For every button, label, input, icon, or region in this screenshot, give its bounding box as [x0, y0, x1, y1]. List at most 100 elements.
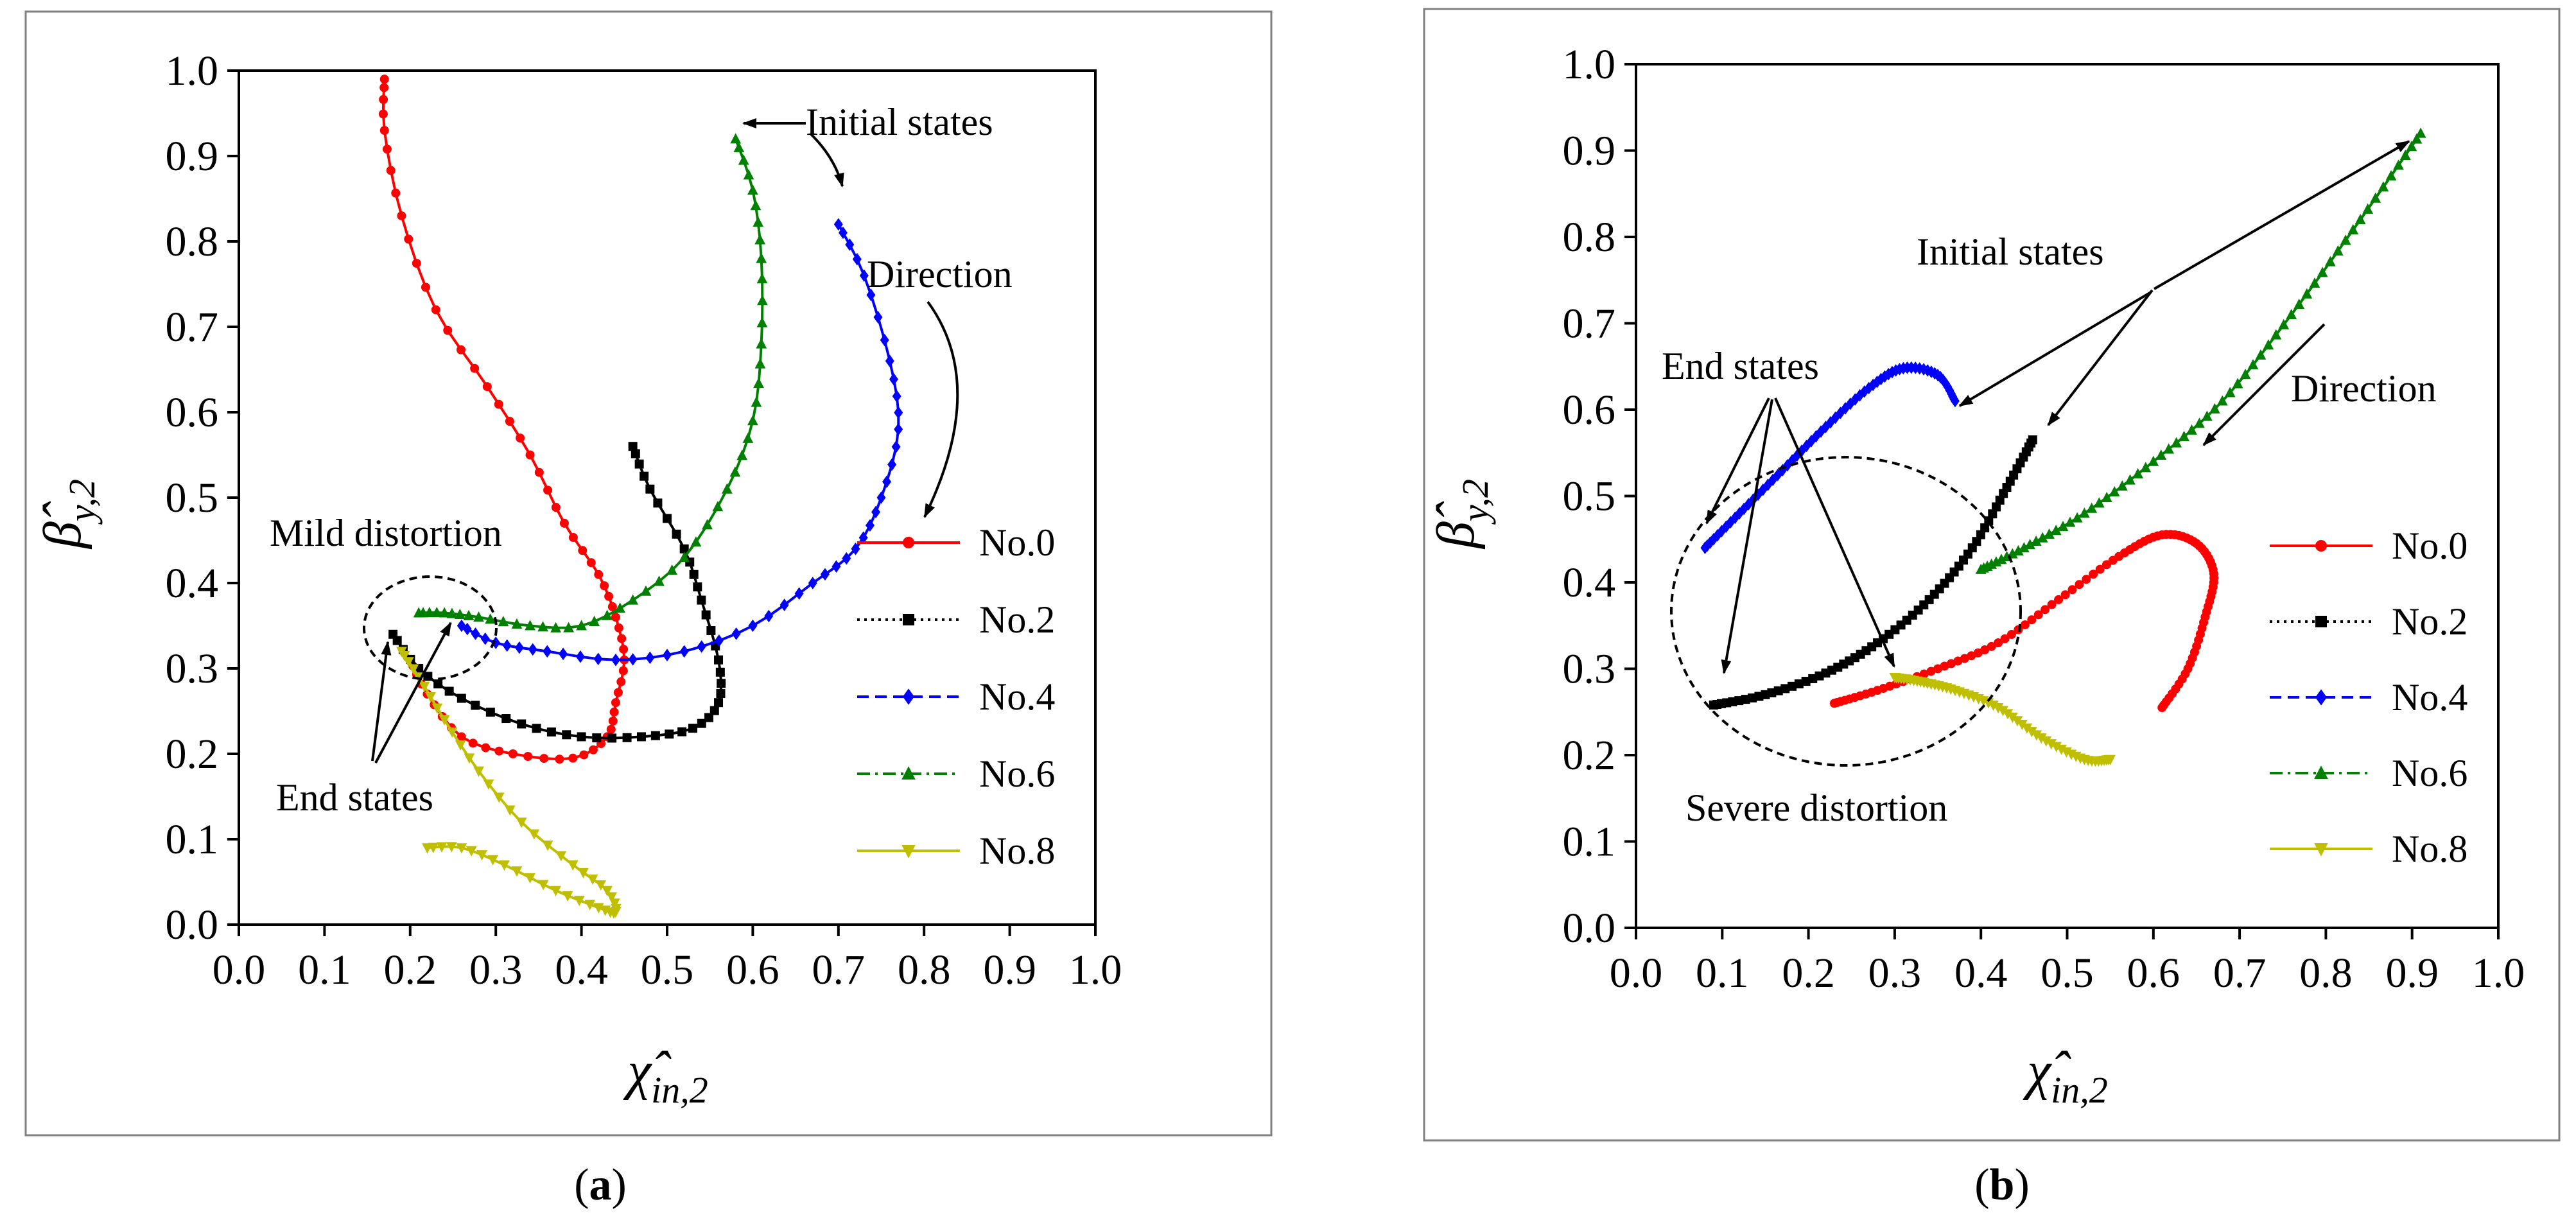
- panel-b-y-tick-label: 0.0: [1563, 905, 1616, 952]
- panel-a-data-point: [627, 594, 639, 605]
- panel-a-data-point: [455, 740, 466, 751]
- panel-b-data-point: [2132, 467, 2144, 479]
- panel-b-legend-item: No.0: [2270, 525, 2467, 567]
- panel-a-data-point: [589, 615, 600, 626]
- panel-b-legend-label: No.6: [2392, 752, 2467, 794]
- panel-b-y-tick-label: 0.2: [1563, 732, 1616, 779]
- panel-b-y-tick-label: 0.9: [1563, 128, 1616, 175]
- panel-b-series-no2: [1709, 435, 2037, 710]
- panel-a-data-point: [610, 903, 622, 914]
- panel-b-x-tick-label: 0.8: [2299, 950, 2353, 997]
- panel-b-data-point: [2324, 256, 2336, 266]
- panel-b-data-point: [1788, 681, 1797, 691]
- panel-b-x-tick-label: 0.3: [1868, 950, 1922, 997]
- panel-a-data-point: [592, 733, 602, 743]
- panel-b-data-point: [1792, 449, 1802, 462]
- panel-a-data-point: [714, 655, 724, 665]
- panel-b-data-point: [2140, 462, 2152, 473]
- panel-b-data-point: [1992, 502, 2001, 512]
- panel-a-data-point: [666, 564, 678, 575]
- panel-a-data-point: [573, 896, 585, 907]
- panel-a-data-point: [845, 238, 855, 251]
- panel-b-y-tick-label: 0.3: [1563, 646, 1616, 693]
- panel-a-data-point: [498, 616, 509, 627]
- panel-a-data-point: [379, 83, 389, 92]
- panel-a-data-point: [717, 679, 726, 688]
- panel-b-data-point: [2362, 203, 2374, 214]
- panel-b-y-ticks: 0.0 0.1 0.2 0.3 0.4 0.5 0.6 0.7 0.8 0.9 1.0: [1563, 41, 1636, 952]
- panel-b-data-point: [2240, 369, 2251, 379]
- panel-b-data-point: [2171, 437, 2182, 448]
- panel-b-series-no0: [1829, 530, 2219, 713]
- panel-a-data-point: [880, 333, 889, 347]
- panel-b-data-point: [2095, 564, 2105, 574]
- panel-a-y-tick-label: 0.6: [166, 389, 219, 436]
- panel-a-data-point: [575, 650, 585, 663]
- panel-b-legend-marker: [2315, 689, 2327, 706]
- panel-a-legend-label: No.4: [979, 676, 1055, 718]
- panel-a-series-no8: [396, 647, 622, 919]
- panel-a-data-point: [852, 252, 862, 266]
- panel-a-y-axis-label: β̂y,2: [33, 479, 103, 550]
- panel-b-data-point: [2108, 555, 2118, 565]
- panel-b-end-arrow-3: [1774, 397, 1895, 668]
- panel-b-data-point: [1973, 648, 1983, 658]
- panel-a-series-no4: [457, 218, 903, 667]
- panel-a-data-point: [702, 519, 713, 530]
- panel-b-data-point: [1919, 669, 1929, 679]
- panel-a-data-point: [756, 338, 767, 349]
- panel-a-data-point: [748, 619, 758, 632]
- panel-a-data-point: [665, 729, 674, 739]
- panel-b-data-point: [2309, 277, 2320, 288]
- panel-b-data-point: [1987, 641, 1996, 651]
- panel-a-data-point: [397, 211, 406, 221]
- panel-a-series-line: [460, 223, 900, 661]
- panel-a-data-point: [653, 498, 663, 508]
- panel-b-end-arrow-2: [1721, 399, 1773, 674]
- panel-b-distortion-ellipse: [1670, 456, 2022, 767]
- panel-a-data-point: [866, 288, 876, 302]
- panel-b-data-point: [2071, 512, 2083, 523]
- panel-b-data-point: [2078, 507, 2090, 518]
- panel-a-data-point: [876, 491, 886, 504]
- panel-a-data-point: [457, 732, 466, 742]
- panel-a-data-point: [516, 433, 525, 443]
- panel-a-frame: [24, 10, 1273, 1137]
- panel-a-data-point: [543, 645, 552, 658]
- panel-a-data-point: [588, 745, 598, 754]
- panel-a-data-point: [568, 533, 578, 543]
- panel-a-data-point: [606, 724, 616, 734]
- panel-b-data-point: [1782, 458, 1792, 472]
- panel-b-series-no8: [1889, 672, 2116, 767]
- panel-a-data-point: [559, 518, 569, 528]
- panel-b-data-point: [2179, 430, 2189, 441]
- panel-a-data-point: [431, 305, 440, 315]
- panel-a-data-point: [697, 595, 706, 605]
- panel-b-y-tick-label: 0.4: [1563, 559, 1616, 606]
- panel-a-data-point: [636, 732, 646, 742]
- panel-b-data-point: [1980, 645, 1990, 655]
- panel-a-data-point: [631, 449, 640, 458]
- panel-b-x-axis-label: χ̂in,2: [2023, 1041, 2108, 1111]
- panel-b-data-point: [1802, 439, 1811, 453]
- panel-b-legend-label: No.4: [2392, 676, 2467, 719]
- panel-a-data-point: [614, 623, 623, 632]
- panel-a-data-point: [606, 892, 618, 903]
- panel-b-legend-item: No.6: [2270, 752, 2467, 794]
- panel-b-legend-marker: [2314, 843, 2328, 857]
- panel-b-data-point: [1709, 532, 1718, 546]
- panel-b-data-point: [2263, 339, 2274, 350]
- panel-a-data-point: [892, 390, 901, 403]
- panel-a-data-point: [838, 226, 848, 240]
- panel-b-data-point: [2286, 308, 2297, 320]
- panel-a-y-tick-label: 0.7: [166, 304, 219, 351]
- panel-b-data-point: [2082, 575, 2091, 584]
- panel-b-data-point: [1872, 375, 1882, 388]
- panel-b-data-point: [2354, 214, 2366, 225]
- panel-b-legend-marker: [2315, 540, 2327, 552]
- panel-b-direction-arrow: [2202, 323, 2326, 446]
- panel-a-data-point: [833, 218, 843, 231]
- panel-a-data-point: [464, 753, 475, 764]
- panel-a-data-point: [882, 475, 892, 489]
- panel-a-data-point: [611, 613, 620, 622]
